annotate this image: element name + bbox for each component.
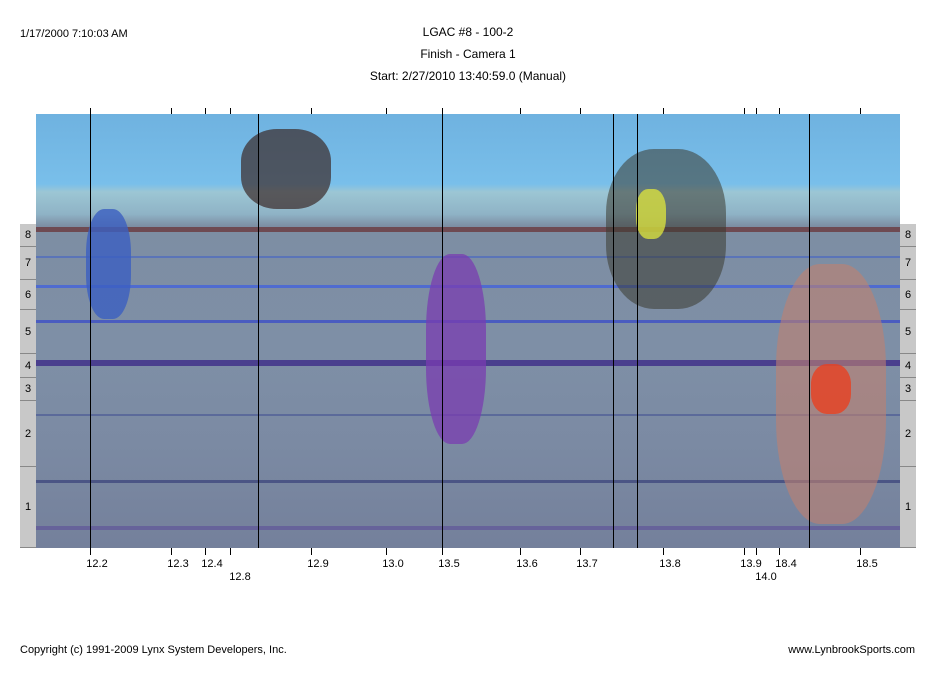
tick-mark bbox=[230, 108, 231, 114]
time-tick-label: 13.0 bbox=[382, 558, 404, 570]
time-tick-label: 12.8 bbox=[229, 571, 251, 583]
finish-time-line[interactable] bbox=[613, 114, 614, 548]
runner bbox=[811, 364, 851, 414]
start-time: Start: 2/27/2010 13:40:59.0 (Manual) bbox=[369, 69, 567, 83]
left-lane-label: 7 bbox=[20, 247, 36, 280]
camera-label: Finish - Camera 1 bbox=[420, 47, 516, 61]
finish-time-line[interactable] bbox=[637, 114, 638, 548]
tick-mark bbox=[90, 548, 91, 555]
tick-mark bbox=[171, 108, 172, 114]
tick-mark bbox=[779, 548, 780, 555]
right-lane-label: 2 bbox=[900, 401, 916, 467]
tick-mark bbox=[756, 548, 757, 555]
print-timestamp: 1/17/2000 7:10:03 AM bbox=[20, 28, 128, 40]
tick-mark bbox=[90, 108, 91, 114]
website: www.LynbrookSports.com bbox=[788, 644, 915, 656]
left-lane-label: 5 bbox=[20, 310, 36, 354]
photo-finish-image[interactable] bbox=[36, 114, 900, 548]
finish-time-line[interactable] bbox=[809, 114, 810, 548]
left-lane-label: 2 bbox=[20, 401, 36, 467]
time-tick-label: 12.4 bbox=[201, 558, 223, 570]
tick-mark bbox=[311, 548, 312, 555]
left-lane-label: 8 bbox=[20, 224, 36, 247]
time-tick-label: 18.4 bbox=[775, 558, 797, 570]
tick-mark bbox=[744, 548, 745, 555]
time-tick-label: 13.5 bbox=[438, 558, 460, 570]
runner bbox=[606, 149, 726, 309]
finish-time-line[interactable] bbox=[258, 114, 259, 548]
tick-mark bbox=[580, 108, 581, 114]
time-tick-label: 13.8 bbox=[659, 558, 681, 570]
tick-mark bbox=[756, 108, 757, 114]
tick-mark bbox=[442, 108, 443, 114]
tick-mark bbox=[663, 108, 664, 114]
right-lane-label: 7 bbox=[900, 247, 916, 280]
tick-mark bbox=[171, 548, 172, 555]
tick-mark bbox=[520, 548, 521, 555]
tick-mark bbox=[386, 108, 387, 114]
right-lane-label: 6 bbox=[900, 280, 916, 310]
tick-mark bbox=[663, 548, 664, 555]
left-lane-label: 4 bbox=[20, 354, 36, 378]
runner bbox=[241, 129, 331, 209]
runner bbox=[636, 189, 666, 239]
finish-time-line[interactable] bbox=[90, 114, 91, 548]
lane-line bbox=[36, 526, 900, 530]
runner bbox=[86, 209, 131, 319]
right-lane-label: 8 bbox=[900, 224, 916, 247]
tick-mark bbox=[205, 108, 206, 114]
lane-line bbox=[36, 227, 900, 232]
tick-mark bbox=[386, 548, 387, 555]
time-tick-label: 13.6 bbox=[516, 558, 538, 570]
time-tick-label: 13.7 bbox=[576, 558, 598, 570]
left-lane-label: 1 bbox=[20, 467, 36, 548]
right-lane-label: 4 bbox=[900, 354, 916, 378]
time-tick-label: 13.9 bbox=[740, 558, 762, 570]
time-tick-label: 14.0 bbox=[755, 571, 777, 583]
left-lane-label: 3 bbox=[20, 378, 36, 401]
tick-mark bbox=[860, 548, 861, 555]
tick-mark bbox=[311, 108, 312, 114]
tick-mark bbox=[779, 108, 780, 114]
right-lane-label: 5 bbox=[900, 310, 916, 354]
tick-mark bbox=[442, 548, 443, 555]
time-tick-label: 12.2 bbox=[86, 558, 108, 570]
copyright: Copyright (c) 1991-2009 Lynx System Deve… bbox=[20, 644, 287, 656]
right-lane-label: 1 bbox=[900, 467, 916, 548]
tick-mark bbox=[744, 108, 745, 114]
right-lane-label: 3 bbox=[900, 378, 916, 401]
time-tick-label: 18.5 bbox=[856, 558, 878, 570]
tick-mark bbox=[580, 548, 581, 555]
tick-mark bbox=[230, 548, 231, 555]
lane-line bbox=[36, 480, 900, 483]
finish-time-line[interactable] bbox=[442, 114, 443, 548]
race-title: LGAC #8 - 100-2 bbox=[422, 25, 514, 39]
tick-mark bbox=[520, 108, 521, 114]
time-tick-label: 12.9 bbox=[307, 558, 329, 570]
runner bbox=[426, 254, 486, 444]
time-tick-label: 12.3 bbox=[167, 558, 189, 570]
tick-mark bbox=[860, 108, 861, 114]
left-lane-label: 6 bbox=[20, 280, 36, 310]
tick-mark bbox=[205, 548, 206, 555]
